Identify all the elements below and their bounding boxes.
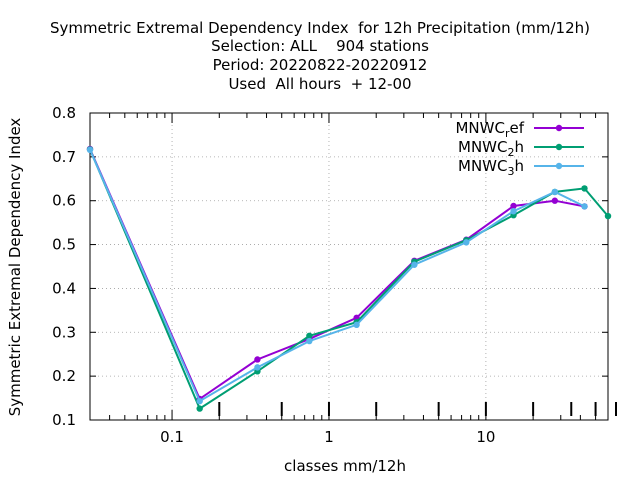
series-3-point xyxy=(306,337,313,345)
y-tick-label: 0.7 xyxy=(52,148,76,166)
series-2-point xyxy=(306,332,313,339)
chart-title-line-1: Symmetric Extremal Dependency Index for … xyxy=(50,19,590,37)
series-line-3 xyxy=(89,149,585,403)
series-3-point xyxy=(86,146,94,154)
y-tick-label: 0.2 xyxy=(52,367,76,385)
y-tick-label: 0.4 xyxy=(52,279,76,297)
y-tick-label: 0.1 xyxy=(52,411,76,429)
axis-ticks: 0.1 0.2 0.3 0.4 0.5 0.6 0.7 0.8 0.1 1 10 xyxy=(52,104,617,446)
y-tick-label: 0.8 xyxy=(52,104,76,122)
y-tick-label: 0.6 xyxy=(52,192,76,210)
x-tick-label: 10 xyxy=(476,428,495,446)
series-line-2 xyxy=(89,149,609,411)
series-3-point xyxy=(581,203,588,210)
series-1-point xyxy=(254,356,261,363)
chart-title-line-3: Period: 20220822-20220912 xyxy=(212,56,428,74)
y-tick-label: 0.5 xyxy=(52,236,76,254)
x-tick-label: 0.1 xyxy=(160,428,184,446)
legend-marker-1 xyxy=(555,124,563,132)
legend-marker-2 xyxy=(555,143,563,151)
plot-frame xyxy=(89,112,609,421)
grid xyxy=(90,113,608,420)
series-1-point xyxy=(551,197,559,204)
x-tick-label: 1 xyxy=(324,428,334,446)
series xyxy=(86,145,612,412)
series-3-point xyxy=(254,364,261,371)
series-3-point xyxy=(510,208,517,215)
series-3-point xyxy=(411,261,418,268)
series-2-point xyxy=(196,405,203,412)
series-3-point xyxy=(353,321,360,329)
legend-label-1: MNWCref xyxy=(455,119,524,140)
y-tick-label: 0.3 xyxy=(52,323,76,341)
x-axis-label: classes mm/12h xyxy=(284,457,406,475)
series-3-point xyxy=(551,188,559,196)
series-2-point xyxy=(581,185,588,192)
chart-title-line-4: Used All hours + 12-00 xyxy=(228,75,412,93)
series-3-point xyxy=(463,239,470,246)
chart-title-line-2: Selection: ALL 904 stations xyxy=(211,37,429,55)
series-1-point xyxy=(510,202,517,210)
series-3-point xyxy=(196,397,203,405)
legend-marker-3 xyxy=(555,162,563,170)
legend-label-2: MNWC2h xyxy=(458,138,524,159)
series-line-1 xyxy=(89,148,585,401)
y-axis-label: Symmetric Extremal Dependency Index xyxy=(6,118,24,417)
series-2-point xyxy=(604,212,612,220)
legend-label-3: MNWC3h xyxy=(458,157,524,178)
